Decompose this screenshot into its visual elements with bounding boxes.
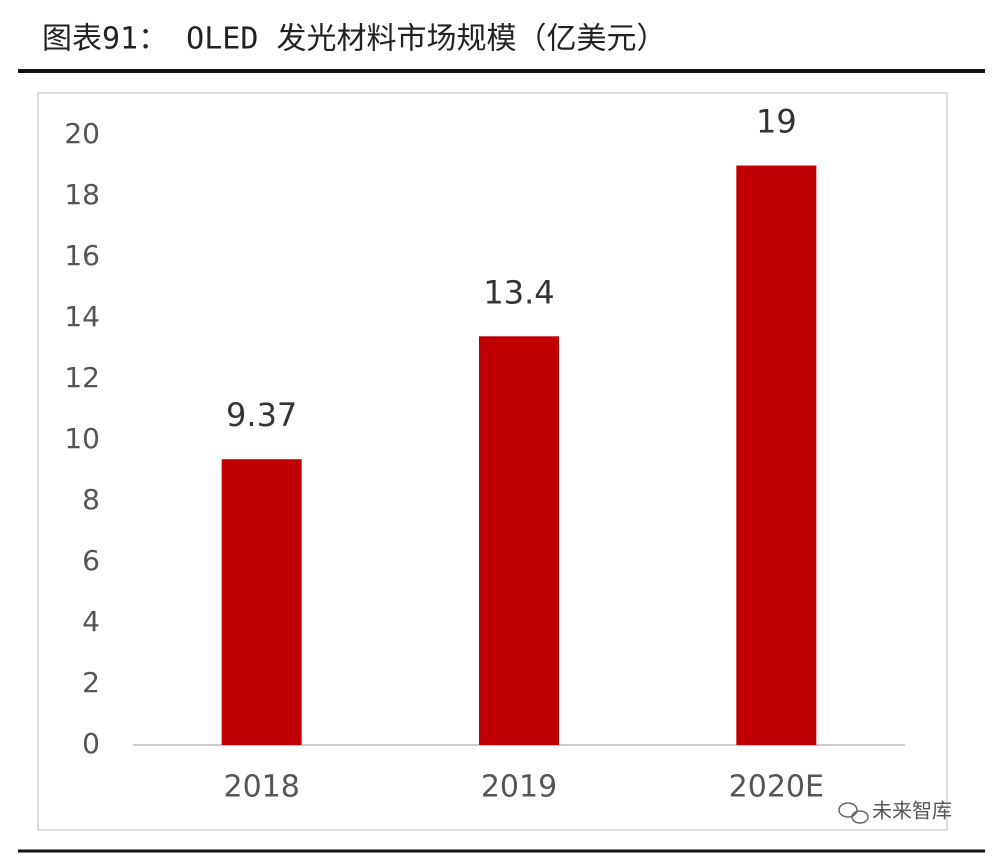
y-tick-label: 6	[82, 544, 100, 577]
y-tick-label: 0	[82, 727, 100, 760]
x-tick-label: 2019	[481, 770, 557, 805]
data-label: 19	[756, 103, 797, 141]
bar	[479, 336, 559, 745]
y-tick-label: 20	[64, 117, 100, 150]
y-tick-label: 4	[82, 605, 100, 638]
y-tick-label: 2	[82, 666, 100, 699]
y-tick-label: 16	[64, 239, 100, 272]
y-tick-label: 12	[64, 361, 100, 394]
y-tick-label: 14	[64, 300, 100, 333]
watermark: 未来智库	[872, 799, 952, 823]
watermark-icon	[838, 802, 869, 824]
x-tick-label: 2020E	[729, 770, 824, 805]
data-label: 9.37	[226, 396, 297, 434]
x-tick-label: 2018	[223, 770, 299, 805]
bar	[736, 165, 817, 745]
chart-frame	[37, 92, 948, 831]
y-tick-label: 10	[64, 422, 100, 455]
y-tick-label: 18	[64, 178, 100, 211]
bar	[221, 459, 302, 745]
chart-title: 图表91： OLED 发光材料市场规模（亿美元）	[42, 22, 667, 57]
y-tick-label: 8	[82, 483, 100, 516]
data-label: 13.4	[483, 273, 554, 311]
